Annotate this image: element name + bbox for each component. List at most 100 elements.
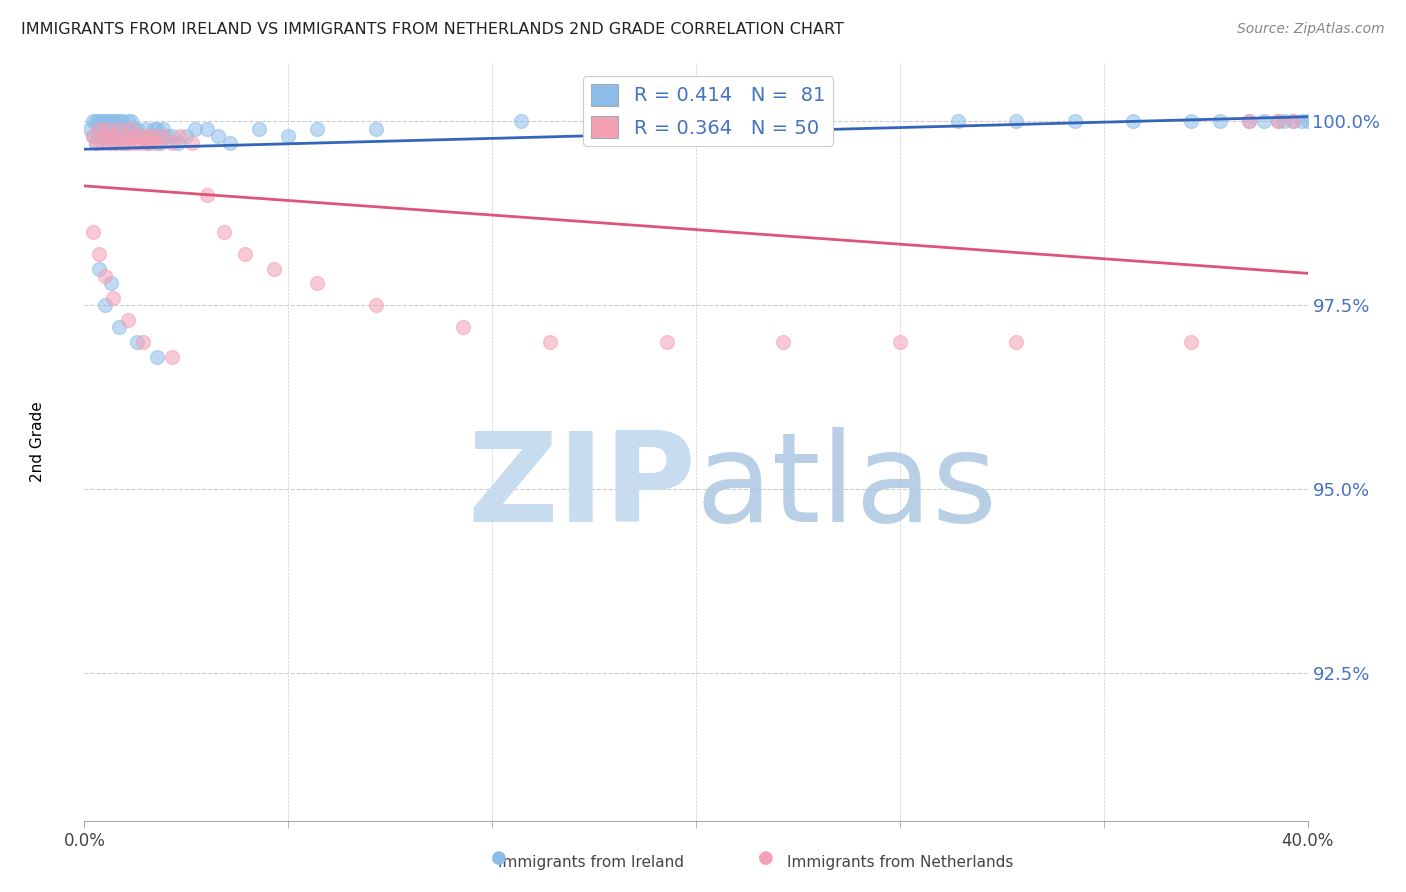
Point [117,121,139,136]
Point [105,114,128,128]
Point [1005,114,1028,128]
Point [195,188,218,202]
Point [117,136,139,151]
Point [82,225,104,239]
Point [93,121,115,136]
Point [108,121,131,136]
Point [117,114,139,128]
Text: atlas: atlas [696,426,998,548]
Point [87,129,110,144]
Point [160,136,183,151]
Point [87,114,110,128]
Point [105,121,128,136]
Point [103,129,125,144]
Point [1180,335,1202,350]
Point [141,129,163,144]
Point [1063,114,1085,128]
Point [247,121,270,136]
Point [1282,114,1305,128]
Point [125,121,148,136]
Point [111,129,134,144]
Point [90,121,112,136]
Point [125,129,148,144]
Point [117,313,139,327]
Point [97,121,120,136]
Point [889,335,911,350]
Point [1180,114,1202,128]
Point [451,320,474,334]
Point [138,129,160,144]
Point [82,129,104,144]
Point [103,114,125,128]
Point [143,121,166,136]
Legend: R = 0.414   N =  81, R = 0.364   N = 50: R = 0.414 N = 81, R = 0.364 N = 50 [583,76,832,146]
Point [146,136,169,151]
Point [120,129,142,144]
Point [1253,114,1275,128]
Point [97,136,120,151]
Point [84,136,107,151]
Text: ZIP: ZIP [467,426,696,548]
Text: 2nd Grade: 2nd Grade [30,401,45,482]
Point [181,136,204,151]
Point [114,129,136,144]
Point [103,129,125,144]
Point [1267,114,1289,128]
Point [100,136,122,151]
Point [108,121,131,136]
Point [143,129,166,144]
Point [82,129,104,144]
Point [122,136,145,151]
Point [1122,114,1144,128]
Point [103,291,125,305]
Text: Source: ZipAtlas.com: Source: ZipAtlas.com [1237,22,1385,37]
Point [108,320,131,334]
Point [90,114,112,128]
Point [946,114,969,128]
Point [138,136,160,151]
Point [103,121,125,136]
Point [93,114,115,128]
Point [135,136,157,151]
Point [87,261,110,276]
Point [233,247,256,261]
Point [114,121,136,136]
Point [111,136,134,151]
Point [87,121,110,136]
Point [538,335,561,350]
Point [93,129,115,144]
Point [93,129,115,144]
Point [87,121,110,136]
Point [166,136,188,151]
Point [90,136,112,151]
Point [84,114,107,128]
Point [160,129,183,144]
Point [655,114,678,128]
Point [364,121,387,136]
Point [1291,114,1313,128]
Point [79,121,101,136]
Point [105,136,128,151]
Point [100,114,122,128]
Point [93,298,115,312]
Point [263,261,285,276]
Text: Immigrants from Netherlands: Immigrants from Netherlands [786,855,1014,870]
Point [207,129,229,144]
Point [801,114,824,128]
Point [364,298,387,312]
Point [772,335,794,350]
Point [1272,114,1295,128]
Text: ●: ● [758,849,775,867]
Point [84,136,107,151]
Point [122,121,145,136]
Point [146,350,169,364]
Point [120,121,142,136]
Point [146,121,169,136]
Point [82,114,104,128]
Point [90,129,112,144]
Point [100,277,122,291]
Point [120,114,142,128]
Point [1282,114,1305,128]
Point [152,121,174,136]
Point [87,247,110,261]
